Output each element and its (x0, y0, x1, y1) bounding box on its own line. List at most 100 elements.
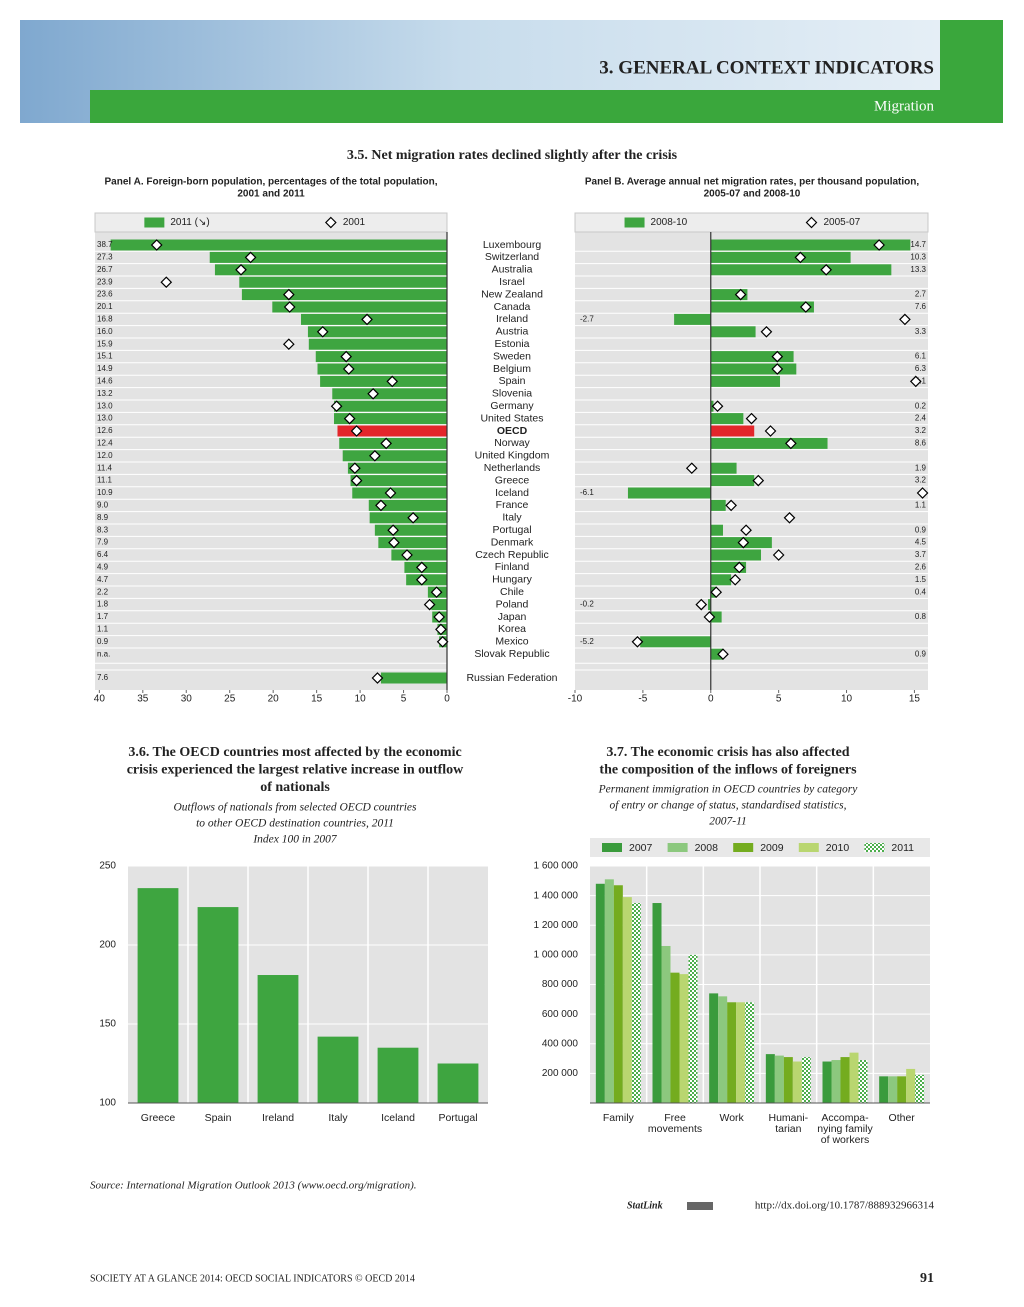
x-tick-label: movements (648, 1123, 702, 1135)
bar (801, 1057, 811, 1103)
diamond-marker (685, 462, 698, 475)
bar (710, 251, 851, 263)
bar (897, 1076, 907, 1103)
x-tick-label: Portugal (438, 1112, 477, 1124)
diamond-marker (695, 598, 708, 611)
value-label: 12.6 (97, 426, 113, 435)
bar (214, 264, 447, 276)
bar (317, 1036, 359, 1103)
statlink-url[interactable]: http://dx.doi.org/10.1787/888932966314 (755, 1200, 935, 1212)
legend-marker (324, 216, 337, 229)
x-tick-label: 0 (444, 694, 450, 705)
y-tick-label: 1 600 000 (534, 861, 579, 872)
bar (631, 903, 641, 1103)
value-label: 2.6 (915, 563, 927, 572)
value-label: 7.9 (97, 538, 109, 547)
bar (710, 437, 828, 449)
bar (377, 1047, 419, 1103)
bar (718, 996, 728, 1103)
bar (774, 1055, 784, 1103)
category-label: Ireland (496, 313, 528, 325)
legend-label: 2008-10 (651, 217, 688, 228)
value-label: 11.4 (97, 463, 113, 472)
bar (368, 499, 447, 511)
x-tick-label: -10 (568, 694, 583, 705)
page-number: 91 (920, 1271, 934, 1286)
bar (745, 1002, 755, 1103)
diamond-marker (820, 263, 833, 276)
bar (792, 1061, 802, 1103)
value-label: 4.7 (97, 575, 109, 584)
diamond-marker (388, 536, 400, 549)
bar (604, 879, 614, 1103)
bar (257, 975, 299, 1103)
diamond-marker (436, 635, 449, 648)
bar (350, 475, 447, 487)
bar (239, 276, 447, 288)
category-label: Portugal (492, 524, 531, 536)
bar (209, 251, 447, 263)
value-label: 15.1 (97, 352, 113, 361)
diamond-marker (734, 288, 747, 301)
chart-subtitle: Panel A. Foreign-born population, percen… (105, 177, 438, 188)
diamond-marker (384, 487, 397, 499)
value-label: 14.9 (97, 364, 113, 373)
bar (308, 338, 447, 350)
value-label: -0.2 (580, 600, 594, 609)
value-label: n.a. (97, 649, 110, 658)
section-title: 3. GENERAL CONTEXT INDICATORS (599, 57, 934, 78)
diamond-marker (340, 350, 353, 363)
bar (661, 945, 671, 1103)
diamond-marker (430, 586, 443, 599)
bar (710, 561, 747, 573)
bar (710, 574, 732, 586)
value-label: 10.3 (910, 253, 926, 262)
category-label: Slovenia (492, 388, 532, 400)
x-tick-label: 20 (268, 694, 280, 705)
diamond-marker (764, 425, 777, 437)
x-tick-label: 5 (401, 694, 407, 705)
header-block (940, 20, 1003, 90)
diamond-marker (160, 276, 173, 289)
chart-subtitle: of entry or change of status, standardis… (610, 800, 847, 812)
bar (710, 611, 722, 623)
bar (710, 549, 762, 561)
bar (710, 239, 911, 251)
source-note: Source: International Migration Outlook … (90, 1180, 417, 1192)
bar (110, 239, 448, 251)
bar (674, 313, 711, 325)
bar (822, 1061, 832, 1103)
category-label: Hungary (492, 574, 532, 586)
diamond-marker (785, 437, 797, 450)
y-tick-label: 1 400 000 (534, 890, 579, 901)
bar (727, 1002, 737, 1103)
category-label: Switzerland (485, 251, 539, 263)
category-label: United States (480, 412, 543, 424)
legend-band (574, 212, 929, 233)
bar (300, 313, 447, 325)
category-label: Poland (496, 598, 529, 610)
bar (374, 524, 447, 536)
category-label: Germany (490, 400, 534, 412)
value-label: 6.1 (915, 352, 927, 361)
chart-subtitle: Index 100 in 2007 (252, 834, 338, 846)
value-label: 4.9 (97, 563, 109, 572)
diamond-marker (423, 598, 436, 611)
category-label: Slovak Republic (474, 648, 549, 660)
value-label: 2.4 (915, 414, 927, 423)
bar (378, 537, 447, 549)
category-label: Korea (498, 623, 526, 635)
chart-subtitle: 2001 and 2011 (237, 189, 305, 200)
bar (736, 1002, 746, 1103)
chart-title: the composition of the inflows of foreig… (599, 763, 857, 778)
diamond-marker (386, 375, 399, 388)
value-label: 3.3 (915, 327, 927, 336)
chart-subtitle: Panel B. Average annual net migration ra… (585, 177, 920, 188)
diamond-marker (361, 313, 373, 326)
diamond-marker (387, 524, 399, 537)
value-label: 23.6 (97, 290, 113, 299)
plot-area (575, 213, 928, 690)
diamond-marker (710, 586, 723, 599)
bar (710, 264, 892, 276)
footer: SOCIETY AT A GLANCE 2014: OECD SOCIAL IN… (90, 1273, 415, 1284)
